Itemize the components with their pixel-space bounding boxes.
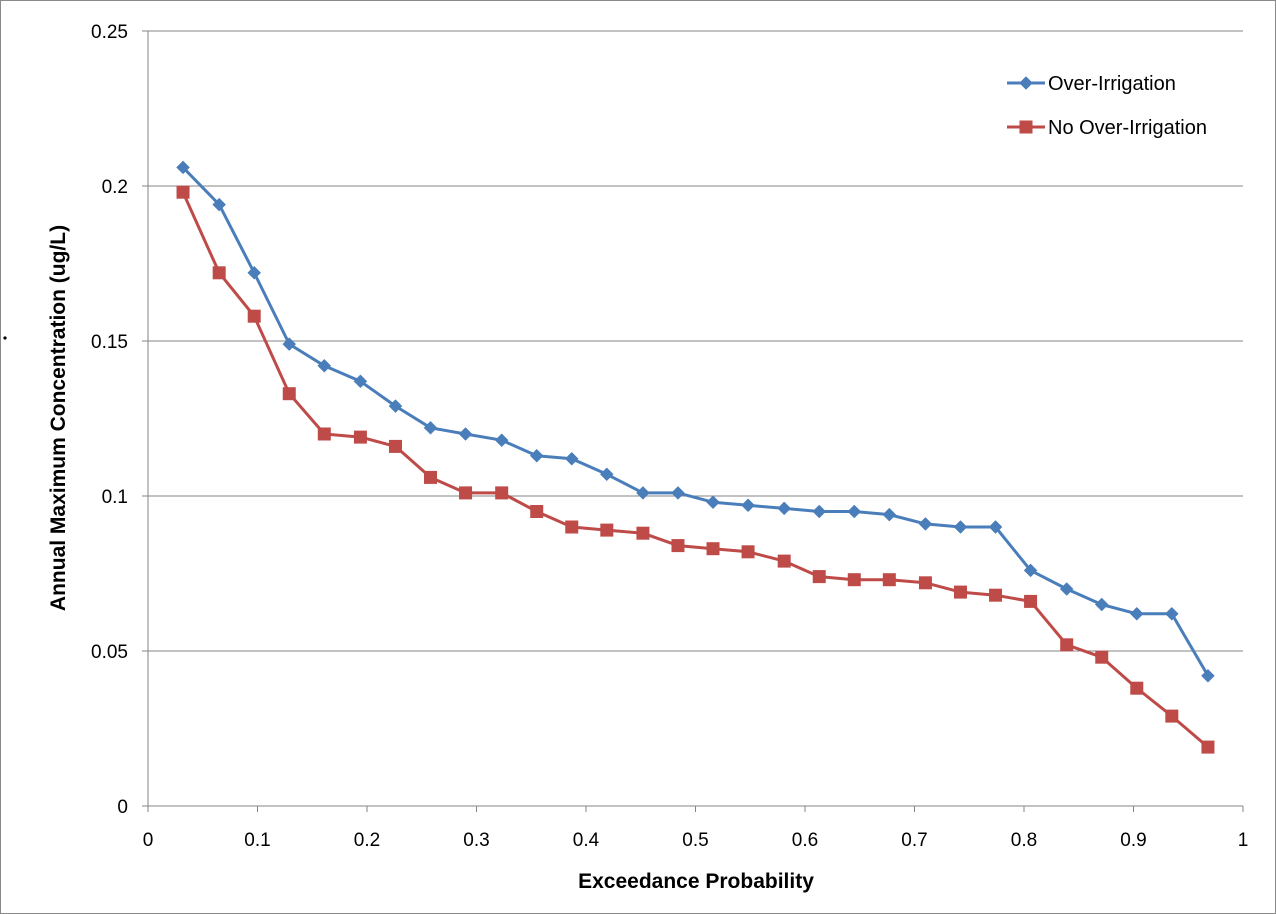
data-point-series-2 bbox=[530, 505, 544, 518]
data-point-series-1 bbox=[388, 399, 403, 413]
data-point-series-1 bbox=[777, 501, 792, 516]
data-point-series-2 bbox=[882, 573, 896, 587]
x-tick-label: 0.9 bbox=[1120, 830, 1146, 851]
data-point-series-2 bbox=[1095, 650, 1109, 664]
data-point-series-2 bbox=[424, 470, 438, 484]
data-point-series-2 bbox=[495, 486, 509, 500]
y-tick-label: 0 bbox=[117, 797, 128, 818]
data-point-series-2 bbox=[212, 266, 226, 280]
data-point-series-2 bbox=[353, 430, 367, 444]
data-point-series-2 bbox=[706, 542, 720, 556]
data-point-series-2 bbox=[247, 309, 261, 323]
data-point-series-1 bbox=[741, 498, 755, 513]
y-tick-label: 0.05 bbox=[91, 642, 128, 663]
data-point-series-1 bbox=[988, 520, 1003, 534]
data-point-series-2 bbox=[812, 570, 826, 584]
data-point-series-1 bbox=[812, 504, 827, 519]
legend-label: No Over-Irrigation bbox=[1048, 117, 1207, 139]
x-tick-label: 0.5 bbox=[682, 830, 708, 851]
data-point-series-2 bbox=[671, 539, 685, 553]
data-point-series-2 bbox=[1024, 594, 1038, 608]
data-point-series-2 bbox=[847, 573, 861, 587]
data-point-series-1 bbox=[953, 520, 968, 534]
x-tick-label: 0 bbox=[143, 830, 154, 851]
legend-label: Over-Irrigation bbox=[1048, 73, 1176, 95]
x-tick-label: 0.8 bbox=[1011, 830, 1037, 851]
x-tick-label: 1 bbox=[1238, 830, 1249, 851]
series-markers bbox=[176, 160, 1215, 754]
data-point-series-1 bbox=[423, 420, 438, 435]
data-point-series-2 bbox=[1165, 709, 1179, 723]
x-tick-label: 0.7 bbox=[901, 830, 927, 851]
data-point-series-2 bbox=[388, 439, 402, 453]
data-point-series-2 bbox=[459, 486, 473, 500]
data-point-series-1 bbox=[212, 197, 227, 212]
x-axis-label: Exceedance Probability bbox=[578, 870, 814, 893]
data-point-series-1 bbox=[353, 374, 368, 389]
data-point-series-2 bbox=[1060, 638, 1074, 652]
data-point-series-1 bbox=[882, 507, 897, 522]
y-tick-labels: 0 0.05 0.1 0.15 0.2 0.25 bbox=[91, 22, 128, 818]
data-point-series-1 bbox=[706, 495, 720, 510]
x-tick-labels: 0 0.1 0.2 0.3 0.4 0.5 0.6 0.7 0.8 0.9 1 bbox=[143, 830, 1249, 851]
data-point-series-1 bbox=[1023, 563, 1038, 578]
data-point-series-2 bbox=[565, 520, 579, 534]
data-point-series-1 bbox=[671, 486, 685, 500]
x-tick-label: 0.1 bbox=[244, 830, 270, 851]
data-point-series-1 bbox=[282, 337, 297, 351]
legend-square-icon bbox=[1019, 120, 1033, 134]
data-point-series-1 bbox=[564, 451, 579, 466]
data-point-series-1 bbox=[1164, 606, 1179, 621]
legend: Over-Irrigation No Over-Irrigation bbox=[1007, 73, 1207, 139]
stray-dot bbox=[3, 336, 7, 340]
series-line-1 bbox=[181, 166, 1210, 677]
data-point-series-1 bbox=[1129, 606, 1144, 621]
data-point-series-2 bbox=[636, 526, 650, 540]
data-point-series-2 bbox=[777, 554, 791, 568]
data-point-series-2 bbox=[918, 576, 932, 590]
x-tick-label: 0.2 bbox=[354, 830, 380, 851]
axes bbox=[142, 30, 1244, 812]
data-point-series-2 bbox=[989, 588, 1003, 602]
data-point-series-1 bbox=[636, 486, 650, 500]
y-tick-label: 0.2 bbox=[102, 177, 128, 198]
x-tick-label: 0.6 bbox=[792, 830, 818, 851]
data-point-series-2 bbox=[176, 185, 190, 199]
data-point-series-2 bbox=[953, 585, 967, 599]
data-point-series-1 bbox=[176, 160, 190, 175]
data-point-series-1 bbox=[847, 504, 862, 519]
data-point-series-1 bbox=[1059, 582, 1074, 596]
data-point-series-2 bbox=[317, 427, 331, 441]
data-point-series-2 bbox=[1201, 740, 1215, 754]
data-point-series-1 bbox=[918, 517, 933, 531]
y-tick-label: 0.15 bbox=[91, 332, 128, 353]
data-point-series-1 bbox=[1201, 668, 1215, 683]
data-point-series-1 bbox=[1094, 597, 1109, 612]
data-point-series-2 bbox=[282, 387, 296, 401]
data-point-series-2 bbox=[1130, 681, 1144, 695]
data-point-series-1 bbox=[529, 448, 544, 463]
data-point-series-1 bbox=[247, 265, 262, 280]
y-tick-label: 0.1 bbox=[102, 487, 128, 508]
data-point-series-1 bbox=[458, 427, 473, 441]
x-tick-label: 0.4 bbox=[573, 830, 600, 851]
legend-diamond-icon bbox=[1019, 76, 1033, 90]
data-point-series-2 bbox=[741, 545, 755, 559]
x-tick-label: 0.3 bbox=[463, 830, 489, 851]
y-tick-label: 0.25 bbox=[91, 22, 128, 43]
data-point-series-1 bbox=[494, 433, 509, 448]
data-point-series-2 bbox=[600, 523, 614, 537]
data-point-series-1 bbox=[599, 467, 614, 482]
data-point-series-1 bbox=[317, 358, 332, 373]
y-axis-label: Annual Maximum Concentration (ug/L) bbox=[47, 225, 70, 611]
